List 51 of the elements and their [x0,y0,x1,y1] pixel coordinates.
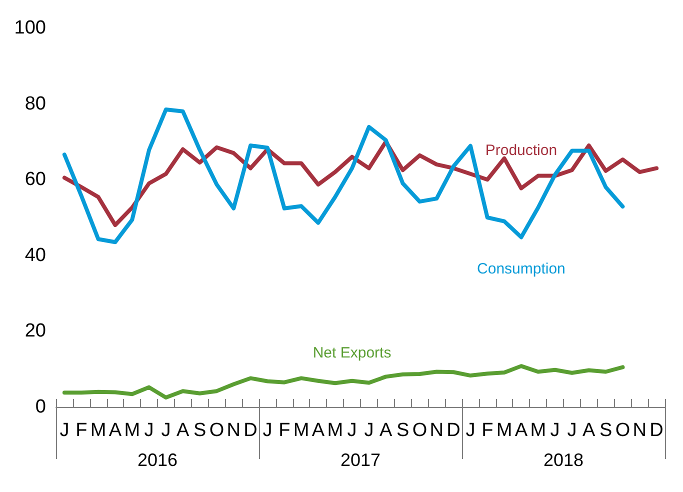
series-label: Net Exports [312,344,392,362]
x-tick-label: A [582,420,596,441]
text: 2018 [543,450,584,470]
x-tick-label: O [615,420,630,441]
x-tick-label: M [327,420,344,441]
x-tick-label: A [312,420,325,441]
x-tick-label: F [482,420,494,441]
x-tick-label: S [599,420,612,441]
x-tick-label: J [347,420,357,441]
y-tick-label: 0 [35,396,46,418]
x-tick-label: A [176,420,190,441]
y-tick-label: 20 [24,320,46,342]
y-tick-label: 60 [24,169,46,190]
x-tick-label: O [412,420,428,441]
x-tick-label: S [193,420,206,441]
x-tick-label: D [244,420,258,441]
x-tick-label: F [278,420,290,441]
series-label: Production [485,142,558,159]
y-tick-label: 40 [24,244,46,266]
x-tick-label: O [209,420,224,441]
x-tick-label: D [650,420,664,441]
x-tick-label: F [76,420,88,441]
x-tick-label: N [226,420,240,441]
x-tick-label: A [514,420,528,441]
x-tick-label: D [446,420,460,441]
x-tick-label: N [430,420,444,441]
x-tick-label: M [496,420,512,441]
text: 2017 [340,450,381,470]
x-tick-label: A [380,420,393,441]
line-series [62,364,625,400]
x-tick-label: N [632,420,646,441]
x-tick-label: J [466,420,476,441]
text: Consumption [477,260,566,278]
x-tick-label: J [161,420,171,441]
x-tick-label: J [262,420,272,441]
x-tick-label: J [364,420,374,441]
y-tick-label: 100 [14,18,46,38]
x-tick-label: J [567,420,577,441]
x-tick-label: M [124,420,140,441]
line-series [62,140,659,228]
line-series [62,107,625,244]
x-tick-label: J [550,420,560,441]
x-tick-label: J [60,420,70,441]
x-tick-label: S [396,420,410,441]
text: 2016 [137,450,178,470]
x-tick-label: M [293,420,310,441]
x-tick-label: A [108,420,122,441]
x-tick-label: J [144,420,154,441]
x-tick-label: M [90,420,106,441]
y-tick-label: 80 [24,93,46,114]
x-tick-label: M [530,420,546,441]
